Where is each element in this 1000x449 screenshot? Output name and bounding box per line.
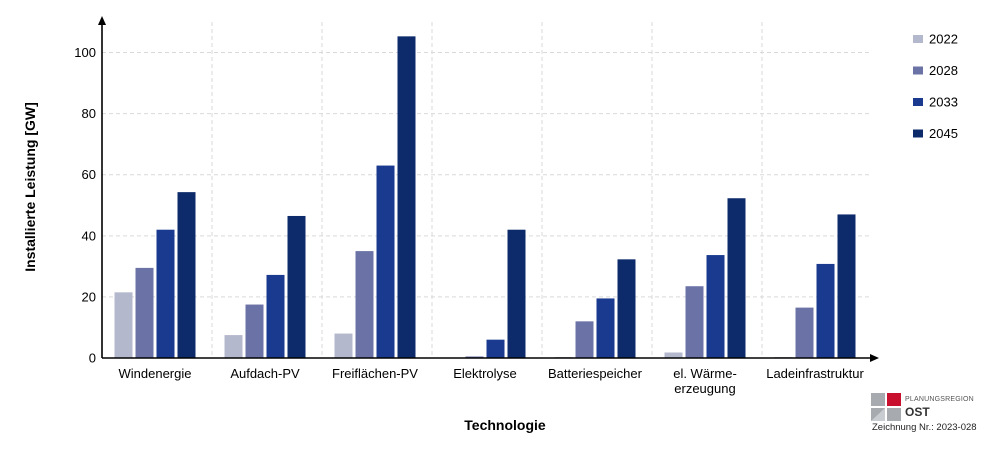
x-axis-title: Technologie: [464, 417, 546, 433]
bar: [397, 36, 416, 359]
legend-swatch: [913, 66, 923, 75]
axes: [98, 16, 879, 362]
x-tick-label: Ladeinfrastruktur: [766, 366, 864, 381]
bar: [224, 335, 243, 358]
bar: [156, 229, 175, 358]
y-tick-label: 100: [74, 45, 96, 60]
bar: [727, 198, 746, 358]
legend-swatch: [913, 35, 923, 43]
y-tick-label: 60: [82, 167, 96, 182]
x-tick-label: el. Wärme-: [673, 366, 737, 381]
bar: [507, 229, 526, 358]
bar: [795, 307, 814, 358]
y-axis-arrow: [98, 16, 106, 25]
bar: [816, 263, 835, 358]
y-axis-title: Installierte Leistung [GW]: [22, 102, 38, 272]
x-tick-label: erzeugung: [674, 381, 735, 396]
legend-label: 2028: [929, 63, 958, 78]
y-tick-label: 20: [82, 289, 96, 304]
legend: 2022 2028 2033 2045: [913, 32, 958, 141]
bar: [617, 259, 636, 358]
bar: [685, 286, 704, 358]
logo-region-text: PLANUNGSREGION: [905, 396, 974, 403]
bar: [135, 267, 154, 358]
bar: [334, 333, 353, 358]
bar: [114, 292, 133, 358]
y-tick-label: 0: [89, 351, 96, 366]
bar: [837, 214, 856, 358]
grid-lines: [102, 22, 872, 358]
legend-swatch: [913, 98, 923, 106]
bars: [114, 36, 856, 359]
bar: [245, 304, 264, 358]
legend-label: 2045: [929, 126, 958, 141]
bar: [596, 298, 615, 358]
y-tick-label: 80: [82, 106, 96, 121]
bar: [575, 321, 594, 358]
drawing-number: Zeichnung Nr.: 2023-028: [872, 422, 977, 433]
x-axis-arrow: [870, 354, 879, 362]
bar: [376, 165, 395, 358]
logo-mark-icon: [871, 393, 901, 421]
y-tick-label: 40: [82, 228, 96, 243]
legend-label: 2033: [929, 95, 958, 110]
x-tick-label: Windenergie: [119, 366, 192, 381]
x-tick-label: Elektrolyse: [453, 366, 517, 381]
x-tick-label: Aufdach-PV: [230, 366, 300, 381]
bar: [486, 339, 505, 358]
bar: [355, 251, 374, 358]
x-tick-labels: Windenergie Aufdach-PV Freiflächen-PV Elekt…: [119, 366, 865, 396]
logo-name-text: OST: [905, 405, 930, 419]
x-tick-label: Freiflächen-PV: [332, 366, 418, 381]
bar: [266, 274, 285, 358]
bar: [177, 192, 196, 358]
legend-label: 2022: [929, 32, 958, 47]
y-tick-labels: 0 20 40 60 80 100: [74, 45, 96, 365]
x-tick-label: Batteriespeicher: [548, 366, 643, 381]
planungsregion-logo: PLANUNGSREGION OST Zeichnung Nr.: 2023-0…: [871, 392, 996, 440]
bar: [664, 352, 683, 358]
bar: [287, 215, 306, 358]
bar: [706, 255, 725, 358]
legend-swatch: [913, 129, 923, 138]
